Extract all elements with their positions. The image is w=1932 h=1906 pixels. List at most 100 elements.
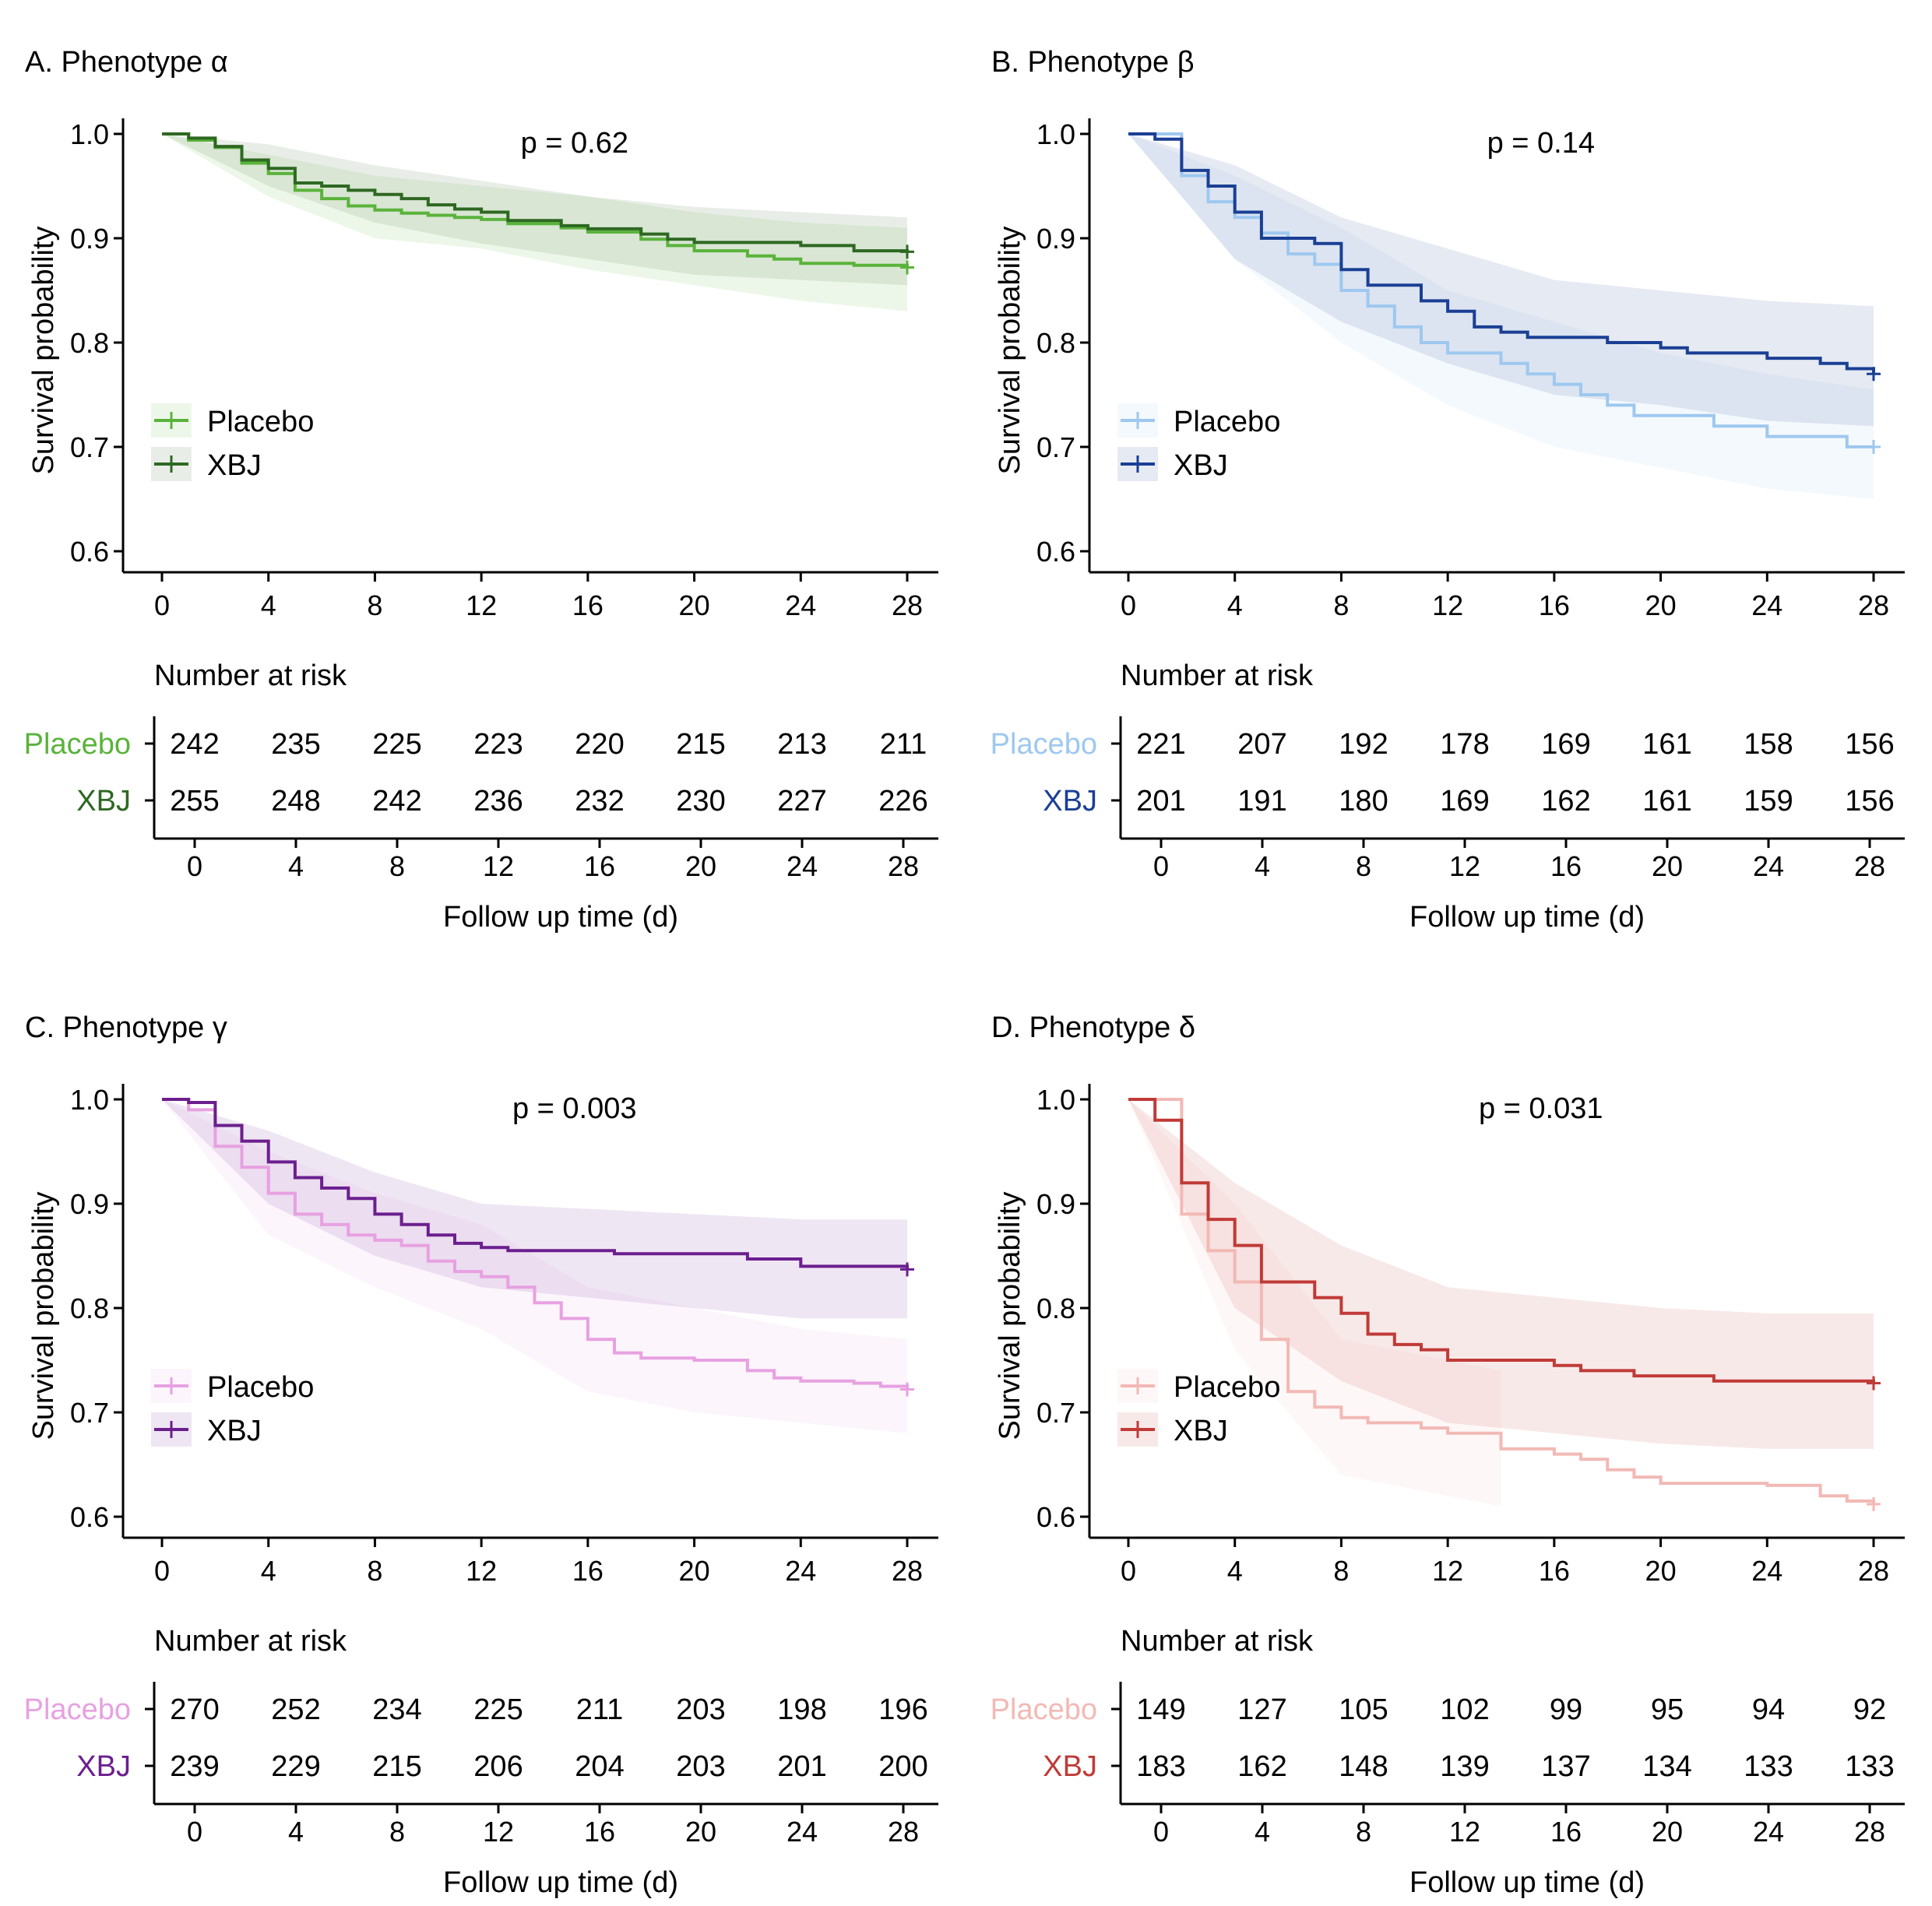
risk-x-tick-label: 12 [1449,1816,1480,1848]
risk-count: 158 [1744,728,1793,761]
y-tick-label: 0.6 [1036,1501,1075,1533]
x-tick-label: 4 [1227,1555,1243,1587]
y-tick-label: 1.0 [70,1084,109,1116]
censor-mark [900,1382,914,1397]
y-tick-label: 0.7 [70,431,109,463]
risk-count: 242 [170,728,219,761]
risk-count: 198 [777,1693,826,1726]
y-tick-label: 0.7 [1036,1397,1075,1429]
risk-x-tick-label: 28 [888,850,919,882]
risk-count: 211 [880,728,927,761]
x-tick-label: 0 [1121,1555,1136,1587]
survival-line-placebo [162,132,909,268]
y-tick-label: 0.7 [70,1397,109,1429]
risk-row-label-xbj: XBJ [1043,1750,1097,1783]
risk-count: 213 [777,728,826,761]
x-tick-label: 24 [1751,1555,1782,1587]
risk-count: 235 [271,728,320,761]
panel-title: A. Phenotype α [25,46,228,79]
y-tick-label: 0.8 [1036,1292,1075,1324]
risk-count: 139 [1440,1750,1489,1783]
risk-x-tick-label: 4 [1255,850,1270,882]
risk-count: 169 [1541,728,1590,761]
risk-count: 169 [1440,785,1489,818]
y-tick-label: 0.6 [70,1501,109,1533]
risk-table-title: Number at risk [1121,659,1314,692]
risk-count: 227 [777,785,826,818]
p-value-annotation: p = 0.14 [1487,127,1595,160]
risk-count: 156 [1845,728,1894,761]
x-tick-label: 8 [1333,589,1349,621]
legend-label-xbj: XBJ [207,1415,262,1447]
y-axis-label: Survival probability [994,227,1026,475]
x-tick-label: 4 [261,589,276,621]
risk-count: 225 [473,1693,523,1726]
risk-x-tick-label: 0 [1153,1816,1169,1848]
panel-title: C. Phenotype γ [25,1011,227,1044]
y-tick-label: 0.9 [70,1188,109,1220]
risk-x-tick-label: 0 [1153,850,1169,882]
risk-count: 252 [271,1693,320,1726]
risk-count: 239 [170,1750,219,1783]
survival-line-xbj [162,1098,909,1270]
risk-x-tick-label: 0 [187,1816,202,1848]
risk-count: 192 [1339,728,1388,761]
x-tick-label: 16 [1539,1555,1570,1587]
risk-count: 148 [1339,1750,1388,1783]
risk-count: 99 [1550,1693,1582,1726]
risk-count: 196 [878,1693,927,1726]
x-axis-label: Follow up time (d) [443,1866,678,1899]
risk-count: 180 [1339,785,1388,818]
y-axis-label: Survival probability [994,1192,1026,1440]
risk-x-tick-label: 12 [1449,850,1480,882]
risk-count: 211 [576,1693,624,1726]
ci-band-placebo [1128,134,1874,499]
risk-count: 215 [372,1750,421,1783]
x-tick-label: 24 [1751,589,1782,621]
legend-label-xbj: XBJ [1174,1415,1228,1447]
y-tick-label: 0.8 [1036,327,1075,359]
risk-count: 162 [1237,1750,1286,1783]
y-tick-label: 0.9 [1036,223,1075,255]
risk-count: 248 [271,785,320,818]
risk-count: 149 [1136,1693,1185,1726]
survival-line-xbj [1128,1098,1875,1384]
ci-band-xbj [162,134,907,286]
risk-x-tick-label: 16 [584,850,615,882]
risk-x-tick-label: 8 [389,1816,405,1848]
y-tick-label: 0.9 [70,223,109,255]
censor-mark [900,260,914,275]
risk-row-label-xbj: XBJ [76,785,131,818]
y-tick-label: 0.8 [70,1292,109,1324]
risk-count: 226 [878,785,927,818]
risk-table-title: Number at risk [154,1625,347,1658]
x-tick-label: 4 [261,1555,276,1587]
x-tick-label: 28 [1858,1555,1889,1587]
ci-band-placebo [162,1099,907,1433]
survival-line-placebo [1128,1098,1875,1504]
risk-count: 206 [473,1750,523,1783]
ci-band-xbj [1128,1099,1874,1449]
risk-x-tick-label: 28 [888,1816,919,1848]
risk-x-tick-label: 24 [787,1816,818,1848]
risk-count: 183 [1136,1750,1185,1783]
risk-count: 191 [1237,785,1286,818]
risk-x-tick-label: 16 [1550,1816,1582,1848]
risk-count: 127 [1237,1693,1286,1726]
x-axis-label: Follow up time (d) [443,901,678,934]
panel-C: C. Phenotype γ 0.6 0.7 0.8 0.9 1.0 0 4 8 12 16 20 24… [24,1011,938,1899]
survival-line-placebo [1128,132,1874,448]
y-tick-label: 1.0 [1036,1084,1075,1116]
p-value-annotation: p = 0.003 [512,1092,637,1125]
risk-x-tick-label: 4 [288,1816,304,1848]
censor-mark [1867,1496,1881,1511]
risk-row-label-placebo: Placebo [991,1693,1097,1726]
risk-x-tick-label: 16 [1550,850,1582,882]
legend-label-xbj: XBJ [207,449,262,482]
x-tick-label: 12 [466,589,497,621]
risk-count: 204 [575,1750,624,1783]
risk-count: 207 [1237,728,1286,761]
x-tick-label: 20 [679,1555,710,1587]
panel-A: A. Phenotype α 0.6 0.7 0.8 0.9 1.0 0 4 8 12 16 20 24… [24,46,938,934]
x-tick-label: 20 [1645,1555,1677,1587]
